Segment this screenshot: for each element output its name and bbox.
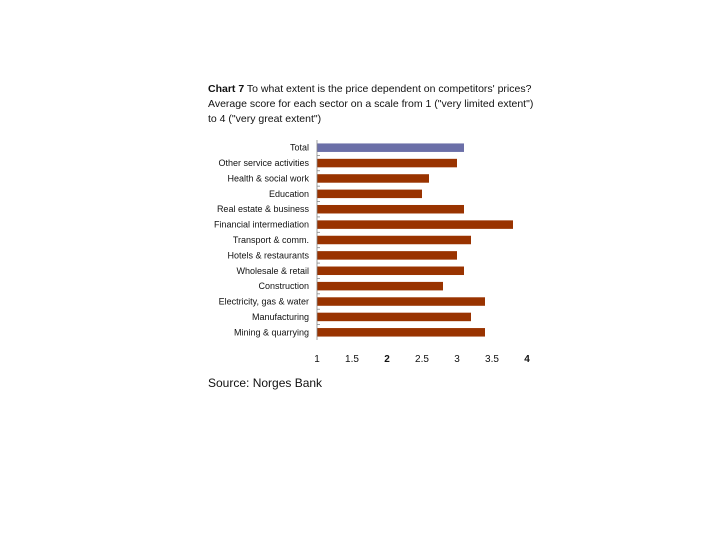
x-tick-label: 1 — [314, 354, 320, 365]
category-label: Mining & quarrying — [234, 327, 309, 337]
category-label: Financial intermediation — [214, 220, 309, 230]
chart-title-text: To what extent is the price dependent on… — [208, 83, 534, 125]
x-tick-label: 2 — [384, 354, 390, 365]
x-tick-label: 3 — [454, 354, 460, 365]
category-labels: Total Other service activities Health & so… — [214, 143, 310, 338]
x-tick-label: 3.5 — [485, 354, 499, 365]
bar-other-service-activities — [317, 158, 457, 168]
category-label: Hotels & restaurants — [227, 250, 309, 260]
category-label: Construction — [258, 281, 309, 291]
category-label: Health & social work — [227, 173, 309, 183]
bar-construction — [317, 281, 443, 291]
bar-hotels-restaurants — [317, 251, 457, 260]
category-label: Electricity, gas & water — [219, 297, 309, 307]
bar-real-estate-business — [317, 204, 464, 214]
category-label: Other service activities — [218, 158, 309, 168]
category-label: Wholesale & retail — [236, 266, 309, 276]
chart-number: Chart 7 — [208, 83, 245, 95]
bar-electricity-gas-water — [317, 297, 485, 306]
category-label: Real estate & business — [217, 204, 310, 214]
category-label: Transport & comm. — [233, 235, 309, 245]
x-axis-ticks: 1 1.5 2 2.5 3 3.5 4 — [314, 140, 530, 365]
bar-manufacturing — [317, 312, 471, 322]
bar-health-social-work — [317, 174, 429, 183]
source-note: Source: Norges Bank — [208, 376, 323, 390]
bar-mining-quarrying — [317, 328, 485, 337]
bar-transport-comm — [317, 235, 471, 245]
bar-financial-intermediation — [317, 220, 513, 229]
bar-total — [317, 143, 464, 152]
bar-wholesale-retail — [317, 266, 464, 276]
x-tick-label: 1.5 — [345, 354, 359, 365]
bar-education — [317, 189, 422, 199]
chart-title: Chart 7 To what extent is the price depe… — [208, 82, 538, 127]
x-tick-label: 2.5 — [415, 354, 429, 365]
x-tick-label: 4 — [524, 354, 530, 365]
category-label: Manufacturing — [252, 312, 309, 322]
category-label: Education — [269, 189, 309, 199]
category-label: Total — [290, 143, 309, 153]
bars-layer — [317, 143, 513, 337]
